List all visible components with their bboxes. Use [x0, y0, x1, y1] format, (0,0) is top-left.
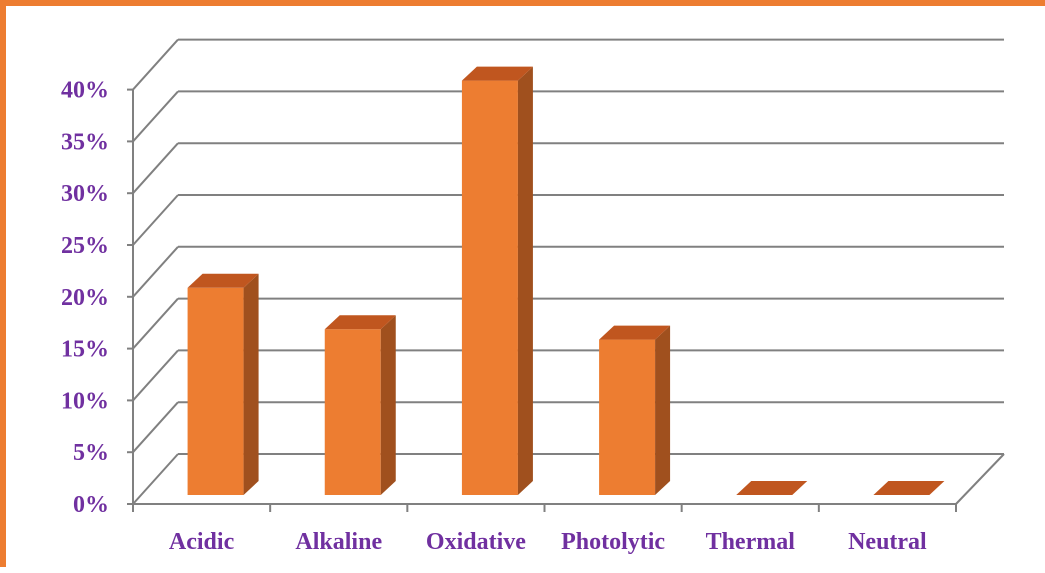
y-tick-label: 10%	[61, 388, 109, 414]
bar-side	[517, 66, 533, 495]
bars	[187, 66, 945, 495]
bar-acidic	[187, 273, 259, 495]
gridline-side	[132, 194, 179, 246]
x-category-label: Acidic	[169, 529, 235, 555]
gridline-side	[132, 142, 179, 194]
axes	[127, 88, 1005, 512]
bar-front	[461, 80, 518, 495]
bar-side	[655, 325, 671, 495]
y-axis-tick-labels: 0% 5% 10% 15% 20% 25% 30% 35% 40%	[61, 78, 109, 518]
bar-neutral	[873, 481, 945, 495]
gridline-side	[132, 349, 179, 402]
bar-side	[243, 273, 259, 495]
y-tick-label: 40%	[61, 78, 109, 104]
bar-thermal	[736, 481, 808, 495]
x-category-label: Oxidative	[426, 529, 526, 555]
y-tick-label: 15%	[61, 337, 109, 363]
gridline-side	[132, 90, 179, 143]
x-axis-category-labels: Acidic Alkaline Oxidative Photolytic Thermal…	[169, 529, 927, 555]
y-tick-label: 35%	[61, 129, 109, 155]
gridline-side	[132, 297, 179, 350]
x-category-label: Photolytic	[561, 529, 665, 555]
bar-oxidative	[461, 66, 533, 495]
y-tick-label: 0%	[73, 492, 109, 518]
y-tick-label: 5%	[73, 440, 109, 466]
y-tick-label: 20%	[61, 285, 109, 311]
bar-photolytic	[599, 325, 671, 495]
bar-top	[461, 66, 533, 81]
x-category-label: Neutral	[848, 529, 927, 555]
bar-top	[324, 315, 396, 330]
bar-top	[187, 273, 259, 288]
bar-top	[736, 481, 808, 495]
floor-edge	[955, 453, 1005, 505]
gridline-side	[132, 38, 179, 91]
gridline-side	[132, 453, 179, 505]
bar-alkaline	[324, 315, 396, 495]
bar-top	[599, 325, 671, 340]
x-category-label: Thermal	[706, 529, 796, 555]
y-tick-label: 25%	[61, 233, 109, 259]
bar-front	[187, 287, 244, 495]
x-category-label: Alkaline	[295, 529, 382, 555]
gridline-side	[132, 246, 179, 298]
y-tick-label: 30%	[61, 181, 109, 207]
bar-top	[873, 481, 945, 495]
bar-front	[324, 329, 381, 495]
gridlines	[132, 38, 1004, 505]
bar-side	[380, 315, 396, 495]
bar-front	[599, 339, 656, 495]
gridline-side	[132, 401, 179, 453]
bar-chart: 0% 5% 10% 15% 20% 25% 30% 35% 40% Acidic Alkaline…	[61, 38, 1005, 555]
